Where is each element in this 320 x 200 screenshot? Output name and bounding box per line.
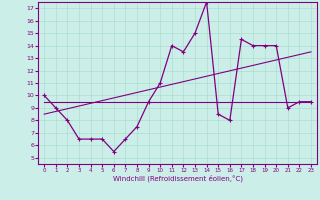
X-axis label: Windchill (Refroidissement éolien,°C): Windchill (Refroidissement éolien,°C) xyxy=(113,175,243,182)
